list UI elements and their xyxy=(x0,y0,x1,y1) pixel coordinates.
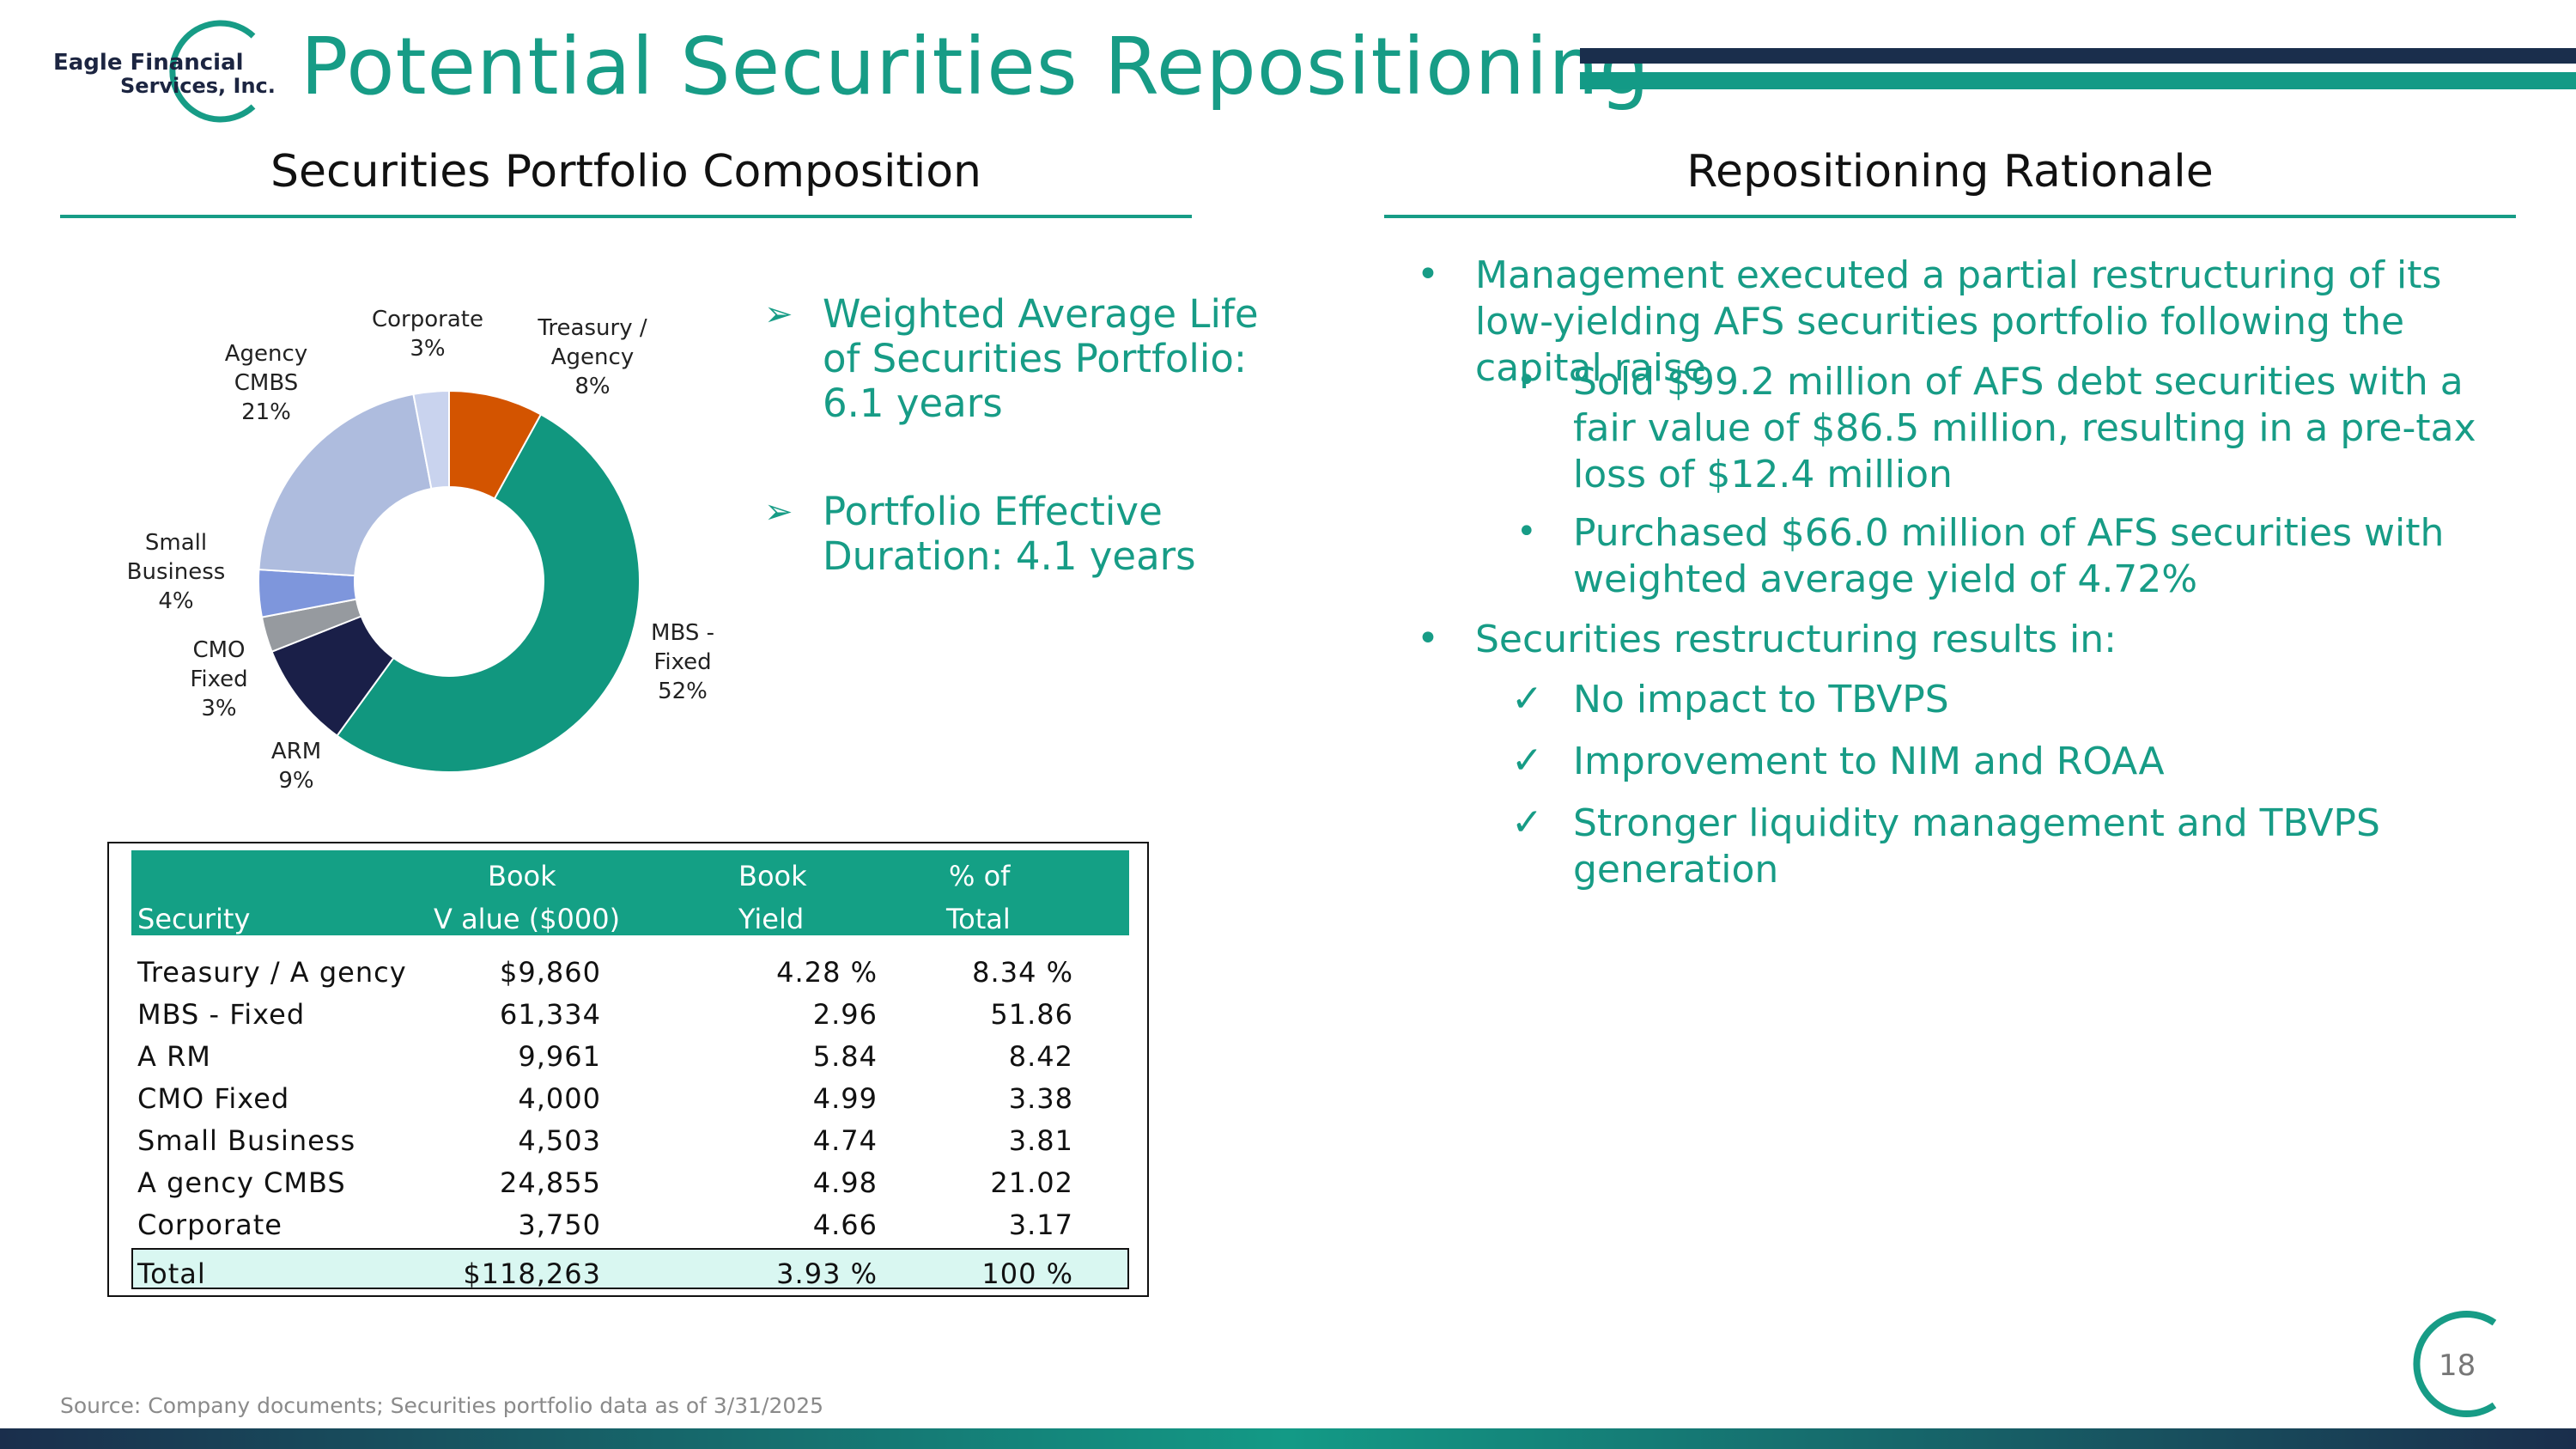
source-footnote: Source: Company documents; Securities po… xyxy=(60,1393,824,1418)
table-header-row xyxy=(131,850,1129,935)
page-number-ring-icon xyxy=(2413,1311,2497,1417)
cell-book-value: 4,503 xyxy=(518,1124,601,1157)
cell-security: Small Business xyxy=(137,1124,356,1157)
logo-text-line1: Eagle Financial xyxy=(53,50,244,76)
cell-book-yield: 4.74 xyxy=(812,1124,878,1157)
rationale-check-2: Improvement to NIM and ROAA xyxy=(1573,740,2165,783)
page-title: Potential Securities Repositioning xyxy=(301,21,1651,113)
donut-slice-mbs-fixed xyxy=(336,413,641,773)
cell-security: Corporate xyxy=(137,1209,283,1241)
slice-label: ARM xyxy=(271,739,321,764)
stat-text: Portfolio Effective Duration: 4.1 years xyxy=(823,489,1196,579)
cell-book-yield: 4.98 xyxy=(812,1166,878,1199)
check-icon: ✓ xyxy=(1511,677,1543,721)
table-total-row xyxy=(131,1248,1129,1289)
cell-security: A RM xyxy=(137,1040,211,1073)
slice-label: MBS - xyxy=(651,620,714,646)
arrow-bullet-icon: ➢ xyxy=(764,492,793,532)
slice-label: CMO xyxy=(192,637,245,663)
rationale-bullet-2: Securities restructuring results in: xyxy=(1475,618,2117,661)
bullet-icon: • xyxy=(1417,617,1439,661)
rationale-sub-bullet-purchased: Purchased $66.0 million of AFS securitie… xyxy=(1573,511,2445,601)
slice-label: Fixed xyxy=(653,649,711,675)
header-bar-navy xyxy=(1580,48,2576,64)
slice-label: Fixed xyxy=(190,667,247,692)
logo-text-line2: Services, Inc. xyxy=(120,74,276,98)
header-book-value: V alue ($000) xyxy=(434,903,621,935)
left-section-divider xyxy=(60,215,1192,218)
cell-security: A gency CMBS xyxy=(137,1166,346,1199)
rationale-sub-bullet-sold: Sold $99.2 million of AFS debt securitie… xyxy=(1573,360,2476,496)
arrow-bullet-icon: ➢ xyxy=(764,295,793,334)
bullet-icon: • xyxy=(1516,512,1537,551)
cell-security: Treasury / A gency xyxy=(137,956,407,989)
total-label: Total xyxy=(137,1257,206,1290)
cell-pct-total: 3.81 xyxy=(1008,1124,1073,1157)
header-security: Security xyxy=(137,903,251,935)
slice-label: Agency xyxy=(551,344,634,370)
slice-label: Small xyxy=(145,530,207,556)
total-book-value: $118,263 xyxy=(463,1257,601,1290)
slice-label: Treasury / xyxy=(537,315,647,341)
bullet-icon: • xyxy=(1516,361,1537,400)
cell-security: MBS - Fixed xyxy=(137,998,306,1031)
total-pct: 100 % xyxy=(981,1257,1073,1290)
cell-security: CMO Fixed xyxy=(137,1082,290,1115)
left-section-title: Securities Portfolio Composition xyxy=(270,146,981,198)
total-book-yield: 3.93 % xyxy=(776,1257,878,1290)
footer-bar xyxy=(0,1428,2576,1449)
cell-pct-total: 3.17 xyxy=(1008,1209,1073,1241)
cell-pct-total: 3.38 xyxy=(1008,1082,1073,1115)
rationale-check-3: Stronger liquidity management and TBVPS … xyxy=(1573,801,2380,892)
rationale-check-1: No impact to TBVPS xyxy=(1573,678,1949,721)
cell-pct-total: 8.34 % xyxy=(972,956,1073,989)
slice-percent-label: 8% xyxy=(574,374,610,399)
right-section-title: Repositioning Rationale xyxy=(1686,146,2214,198)
slice-label: CMBS xyxy=(234,370,298,396)
cell-pct-total: 21.02 xyxy=(990,1166,1073,1199)
slice-percent-label: 3% xyxy=(410,336,445,362)
bullet-icon: • xyxy=(1417,253,1439,296)
securities-table xyxy=(107,842,1149,1297)
header-book-yield: Yield xyxy=(738,903,805,935)
cell-book-yield: 2.96 xyxy=(812,998,878,1031)
cell-book-value: 9,961 xyxy=(518,1040,601,1073)
slice-label: Corporate xyxy=(372,307,483,332)
slice-label: Agency xyxy=(225,341,307,367)
cell-book-yield: 4.66 xyxy=(812,1209,878,1241)
cell-book-value: 61,334 xyxy=(500,998,601,1031)
cell-book-value: $9,860 xyxy=(500,956,601,989)
cell-book-yield: 5.84 xyxy=(812,1040,878,1073)
check-icon: ✓ xyxy=(1511,739,1543,782)
stat-text: Weighted Average Life of Securities Port… xyxy=(823,291,1259,426)
header-bar-teal xyxy=(1580,72,2576,89)
slice-percent-label: 4% xyxy=(158,588,193,614)
slice-percent-label: 21% xyxy=(241,399,291,425)
header-pct-total-top: % of xyxy=(949,860,1011,892)
header-pct-total: Total xyxy=(946,903,1011,935)
cell-book-value: 24,855 xyxy=(500,1166,601,1199)
right-section-divider xyxy=(1384,215,2516,218)
slice-label: Business xyxy=(127,559,226,585)
portfolio-donut-chart: Treasury / Agency 8% MBS - Fixed 52% ARM 9% CMO F… xyxy=(127,307,714,794)
cell-book-yield: 4.99 xyxy=(812,1082,878,1115)
page-number: 18 xyxy=(2439,1349,2476,1383)
rationale-bullet-1: Management executed a partial restructur… xyxy=(1475,253,2442,390)
donut-slice-agency-cmbs xyxy=(258,393,433,577)
check-icon: ✓ xyxy=(1511,801,1543,844)
donut-slice-corporate xyxy=(412,389,450,490)
slice-percent-label: 3% xyxy=(201,696,236,721)
slice-percent-label: 52% xyxy=(658,679,708,704)
cell-book-value: 3,750 xyxy=(518,1209,601,1241)
header-book-value-top: Book xyxy=(488,860,556,892)
logo-ring-icon xyxy=(169,20,256,123)
cell-book-yield: 4.28 % xyxy=(776,956,878,989)
cell-pct-total: 51.86 xyxy=(990,998,1073,1031)
slice-percent-label: 9% xyxy=(278,768,313,794)
header-book-yield-top: Book xyxy=(738,860,807,892)
cell-book-value: 4,000 xyxy=(518,1082,601,1115)
cell-pct-total: 8.42 xyxy=(1008,1040,1073,1073)
